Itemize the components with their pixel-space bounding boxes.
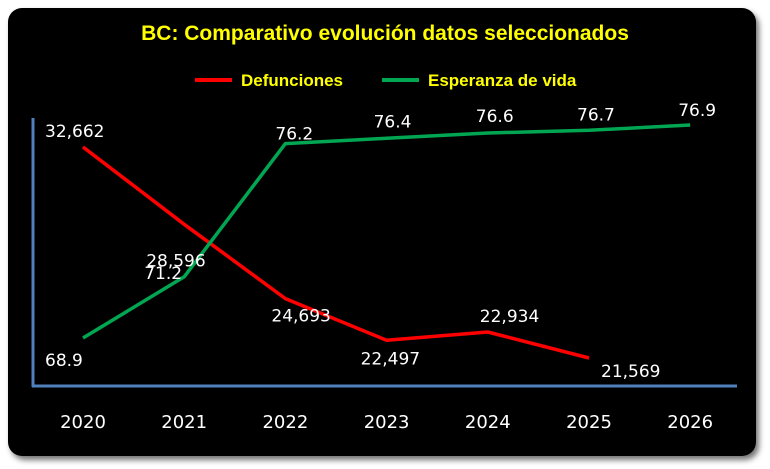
data-label-0-2: 24,693: [271, 307, 330, 327]
legend: Defunciones Esperanza de vida: [195, 71, 577, 90]
x-tick-label: 2021: [161, 412, 207, 433]
data-label-1-4: 76.6: [476, 107, 514, 127]
data-label-1-6: 76.9: [678, 101, 716, 121]
data-label-1-3: 76.4: [374, 112, 412, 132]
data-label-1-0: 68.9: [45, 351, 83, 371]
data-label-1-1: 71.2: [144, 264, 182, 284]
series-line-0: [81, 145, 590, 360]
data-label-1-5: 76.7: [577, 105, 615, 125]
data-labels: 32,662 28,596 24,693 22,497 22,934 21,569 68.9…: [45, 101, 716, 382]
x-tick-label: 2024: [465, 412, 511, 433]
data-label-0-4: 22,934: [480, 307, 539, 327]
legend-label-0: Defunciones: [241, 71, 343, 90]
data-label-1-2: 76.2: [275, 125, 313, 145]
data-label-0-0: 32,662: [45, 122, 104, 142]
axes: 2020 2021 2022 2023 2024 2025 2026: [31, 118, 737, 433]
data-label-0-3: 22,497: [361, 349, 420, 369]
x-tick-label: 2023: [364, 412, 410, 433]
chart-title: BC: Comparativo evolución datos seleccio…: [141, 22, 629, 45]
x-tick-label: 2020: [60, 412, 106, 433]
x-tick-label: 2022: [262, 412, 308, 433]
series-layer: [81, 123, 691, 360]
series-line-1: [82, 123, 691, 340]
x-tick-label: 2025: [566, 412, 612, 433]
x-tick-label: 2026: [667, 412, 713, 433]
legend-label-1: Esperanza de vida: [428, 71, 577, 90]
data-label-0-1: 28,596: [146, 251, 205, 271]
chart-background: [8, 8, 756, 456]
data-label-0-5: 21,569: [601, 362, 660, 382]
